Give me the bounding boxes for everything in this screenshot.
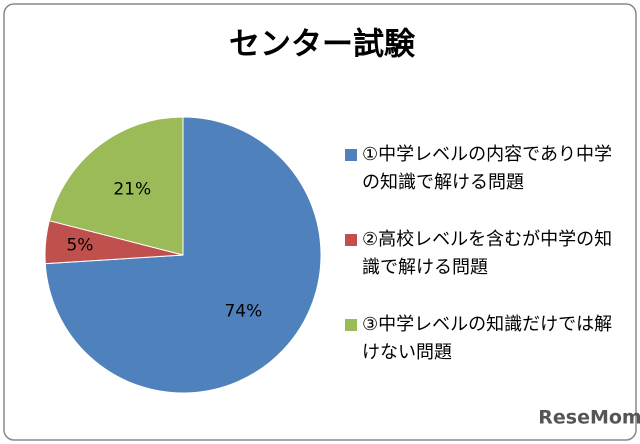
legend-swatch	[345, 149, 357, 161]
legend-label: ②高校レベルを含むが中学の知識で解ける問題	[362, 229, 613, 278]
legend-swatch	[345, 234, 357, 246]
data-label: 74%	[224, 302, 262, 322]
legend-label: ①中学レベルの内容であり中学の知識で解ける問題	[362, 144, 612, 193]
legend-swatch	[345, 319, 357, 331]
legend-label: ③中学レベルの知識だけでは解けない問題	[362, 314, 613, 363]
legend-item: ③中学レベルの知識だけでは解けない問題	[345, 311, 620, 367]
data-label: 5%	[66, 235, 93, 255]
legend-item: ②高校レベルを含むが中学の知識で解ける問題	[345, 226, 620, 282]
legend-item: ①中学レベルの内容であり中学の知識で解ける問題	[345, 141, 620, 197]
chart-title: センター試験	[229, 27, 416, 63]
watermark: ReseMom	[538, 407, 640, 429]
data-label: 21%	[113, 180, 151, 200]
pie-slice	[48, 116, 184, 256]
